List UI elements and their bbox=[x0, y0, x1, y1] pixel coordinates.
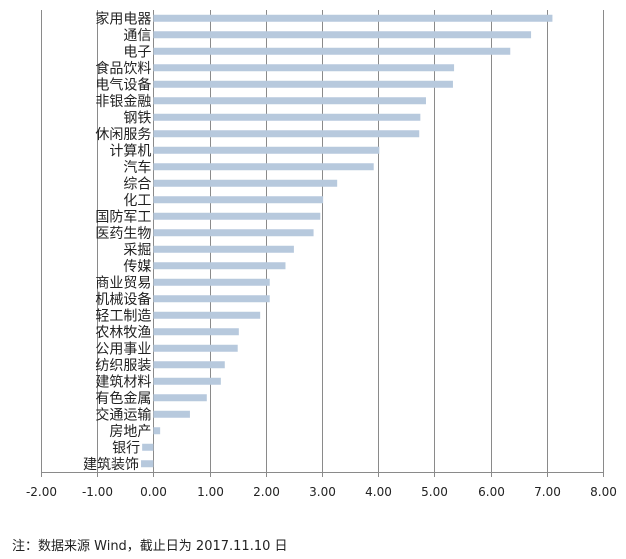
bar bbox=[153, 262, 286, 270]
x-tick-label: -2.00 bbox=[26, 485, 57, 499]
category-label: 电气设备 bbox=[95, 76, 151, 93]
category-label: 有色金属 bbox=[95, 390, 151, 407]
category-label: 食品饮料 bbox=[95, 60, 151, 77]
category-label: 家用电器 bbox=[95, 10, 151, 27]
category-label: 房地产 bbox=[109, 424, 151, 440]
x-tick-label: 5.00 bbox=[421, 485, 448, 499]
x-tick-label: 7.00 bbox=[534, 485, 561, 499]
bar bbox=[153, 113, 421, 121]
bar bbox=[153, 278, 270, 286]
category-label: 计算机 bbox=[109, 143, 151, 159]
category-label: 电子 bbox=[123, 44, 151, 60]
x-tick-label: 2.00 bbox=[253, 485, 280, 499]
bar bbox=[153, 14, 553, 22]
bar bbox=[153, 394, 207, 402]
x-tick-label: 1.00 bbox=[197, 485, 224, 499]
category-label: 化工 bbox=[123, 193, 151, 209]
bar bbox=[153, 427, 161, 435]
bar bbox=[153, 295, 270, 303]
category-label: 医药生物 bbox=[95, 226, 151, 242]
x-tick-label: -1.00 bbox=[82, 485, 113, 499]
category-label: 钢铁 bbox=[123, 110, 151, 126]
category-label: 非银金融 bbox=[95, 94, 151, 110]
category-label: 公用事业 bbox=[95, 341, 151, 357]
category-label: 商业贸易 bbox=[95, 275, 151, 291]
category-label: 建筑装饰 bbox=[83, 457, 139, 473]
category-label: 汽车 bbox=[123, 159, 151, 176]
bar bbox=[153, 245, 294, 253]
bar bbox=[153, 97, 426, 105]
x-tick-label: 0.00 bbox=[140, 485, 167, 499]
bar-chart: -2.00 -1.00 0.00 1.00 2.00 3.00 4.00 5.00 6.00 7.… bbox=[26, 10, 617, 499]
bar bbox=[153, 311, 261, 319]
bar bbox=[153, 163, 374, 171]
category-label: 农林牧渔 bbox=[95, 325, 151, 341]
bar bbox=[141, 460, 154, 468]
x-tick-label: 8.00 bbox=[590, 485, 617, 499]
bar bbox=[142, 443, 154, 451]
category-label: 银行 bbox=[112, 440, 140, 456]
bar bbox=[153, 212, 321, 220]
bar bbox=[153, 130, 420, 138]
bar bbox=[153, 344, 238, 352]
bar bbox=[153, 377, 221, 385]
category-label: 通信 bbox=[123, 28, 151, 44]
category-label: 国防军工 bbox=[95, 209, 151, 225]
bar bbox=[153, 361, 225, 369]
x-tick-label: 4.00 bbox=[365, 485, 392, 499]
bar bbox=[153, 47, 511, 55]
category-label: 休闲服务 bbox=[95, 127, 151, 143]
category-label: 综合 bbox=[123, 176, 151, 192]
bar bbox=[153, 229, 314, 237]
category-label: 机械设备 bbox=[95, 291, 151, 308]
bar bbox=[153, 410, 190, 418]
x-tick-label: 6.00 bbox=[478, 485, 505, 499]
category-label: 轻工制造 bbox=[95, 308, 151, 324]
bar bbox=[153, 328, 239, 336]
category-label: 纺织服装 bbox=[95, 358, 151, 374]
bar bbox=[153, 64, 455, 72]
category-label: 建筑材料 bbox=[95, 374, 151, 390]
category-label: 交通运输 bbox=[95, 406, 151, 423]
bar bbox=[153, 179, 338, 187]
source-note: 注：数据来源 Wind，截止日为 2017.11.10 日 bbox=[12, 539, 288, 554]
category-label: 传媒 bbox=[123, 259, 151, 275]
category-label: 采掘 bbox=[123, 242, 151, 258]
bar bbox=[153, 146, 380, 154]
bar bbox=[153, 31, 532, 39]
x-tick-label: 3.00 bbox=[309, 485, 336, 499]
bar bbox=[153, 80, 453, 88]
bar bbox=[153, 196, 324, 204]
